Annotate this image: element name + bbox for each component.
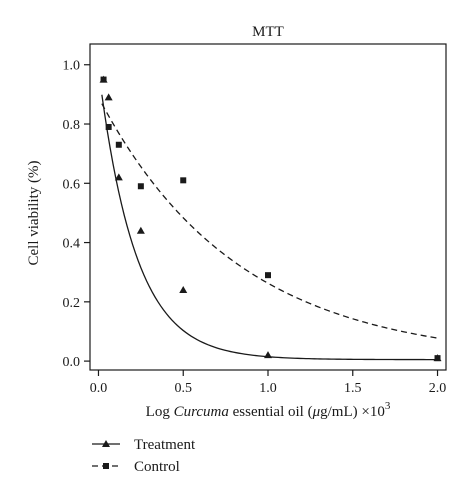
control-point — [265, 272, 271, 279]
x-label-exponent: 3 — [385, 400, 391, 412]
x-axis-label: Log Curcuma essential oil (μg/mL) ×103 — [146, 400, 391, 420]
legend-marker-treatment — [102, 440, 110, 447]
x-label-italic: Curcuma — [174, 404, 229, 420]
legend-marker-control — [103, 463, 109, 469]
treatment-point — [264, 351, 272, 359]
control-point — [180, 177, 187, 184]
y-tick-label: 0.6 — [63, 177, 81, 192]
y-tick-label: 0.0 — [63, 355, 81, 370]
y-tick-label: 1.0 — [63, 59, 81, 74]
plot-border — [89, 43, 447, 371]
x-tick-label: 1.5 — [344, 381, 362, 396]
fit-line-control — [101, 103, 438, 339]
control-point — [115, 141, 122, 148]
chart-title: MTT — [252, 24, 284, 40]
control-point — [434, 355, 441, 362]
data-markers — [99, 75, 442, 362]
legend-item-treatment: Treatment — [92, 437, 196, 453]
x-label-middle: essential oil ( — [229, 404, 313, 420]
x-axis: 0.0 0.5 1.0 1.5 2.0 — [90, 370, 447, 396]
y-axis-label: Cell viability (%) — [26, 161, 42, 266]
y-tick-label: 0.4 — [63, 237, 81, 252]
x-tick-label: 0.5 — [174, 381, 192, 396]
control-point — [105, 123, 112, 130]
treatment-point — [114, 173, 123, 181]
x-tick-label: 0.0 — [90, 381, 108, 396]
treatment-point — [136, 226, 145, 234]
y-tick-label: 0.2 — [63, 296, 81, 311]
control-point — [100, 76, 107, 83]
y-tick-label: 0.8 — [63, 118, 81, 133]
x-tick-label: 2.0 — [429, 381, 447, 396]
legend: Treatment Control — [92, 437, 196, 475]
y-axis: 0.0 0.2 0.4 0.6 0.8 1.0 — [63, 59, 90, 370]
fit-line-treatment — [101, 94, 438, 361]
legend-item-control: Control — [92, 459, 180, 475]
treatment-point — [104, 93, 113, 101]
x-label-prefix: Log — [146, 404, 174, 420]
x-label-unit: g/mL) ×10 — [320, 404, 385, 420]
legend-label-treatment: Treatment — [134, 437, 196, 453]
plot-frame — [89, 43, 447, 371]
control-point — [137, 183, 144, 190]
fit-lines — [101, 94, 438, 361]
treatment-point — [179, 285, 188, 293]
legend-label-control: Control — [134, 459, 180, 475]
x-label-mu: μ — [312, 404, 321, 420]
x-tick-label: 1.0 — [259, 381, 277, 396]
